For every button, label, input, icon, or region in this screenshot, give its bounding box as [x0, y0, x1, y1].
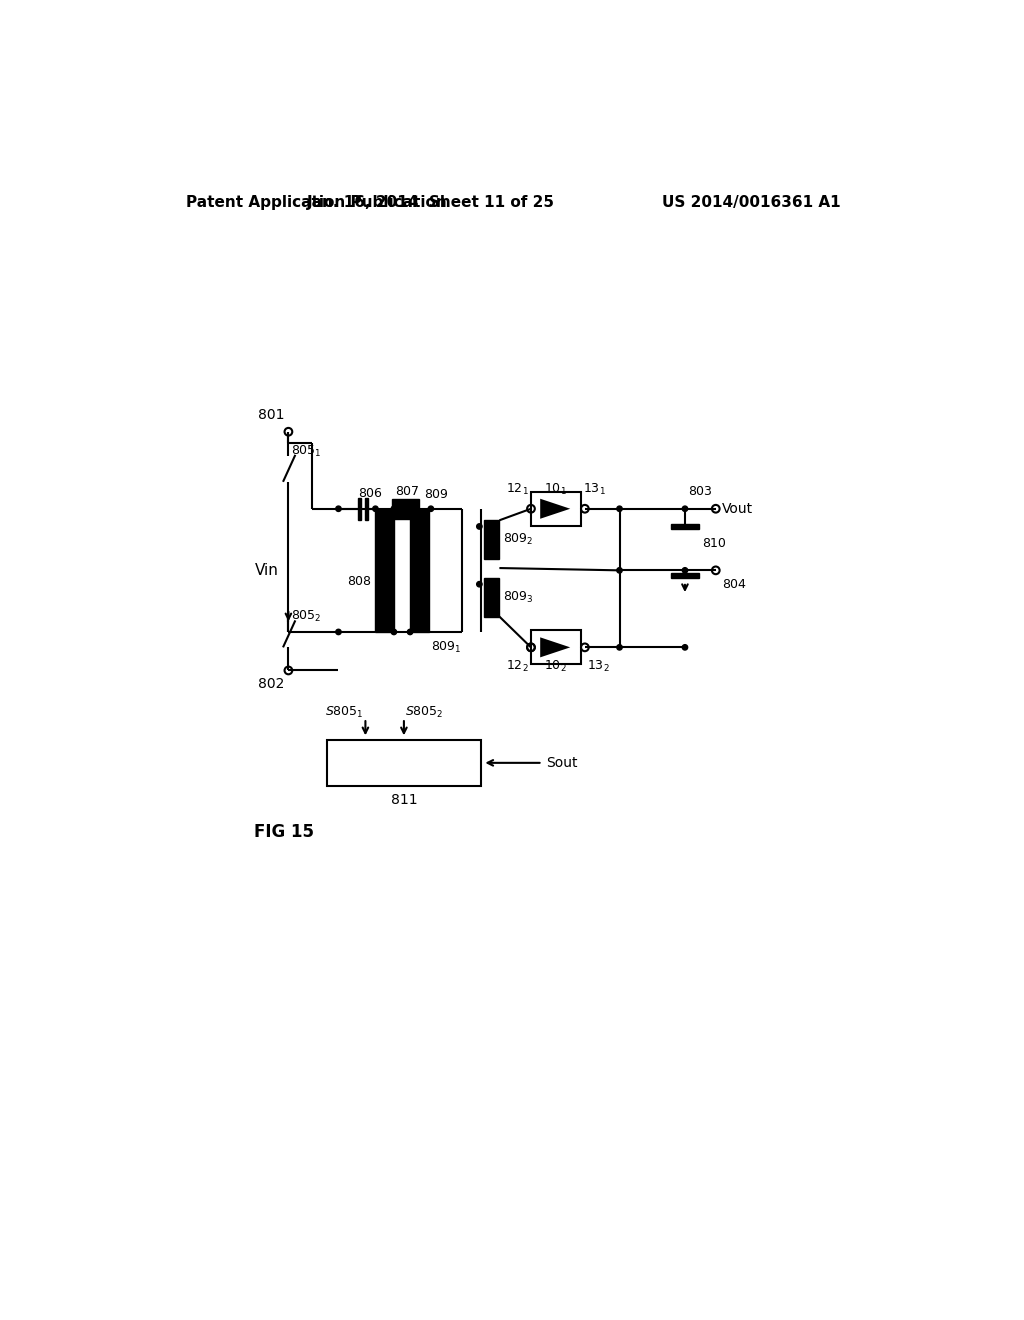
Bar: [357, 498, 360, 520]
Text: Patent Application Publication: Patent Application Publication: [186, 195, 446, 210]
Circle shape: [616, 644, 623, 649]
Circle shape: [682, 506, 688, 511]
Circle shape: [408, 630, 413, 635]
Text: Vin: Vin: [255, 562, 280, 578]
Text: 811: 811: [390, 793, 417, 807]
Text: US 2014/0016361 A1: US 2014/0016361 A1: [662, 195, 841, 210]
Text: 808: 808: [347, 576, 372, 589]
Text: $805_1$: $805_1$: [292, 444, 323, 458]
Circle shape: [428, 506, 433, 511]
Text: $13_2$: $13_2$: [587, 659, 610, 675]
Circle shape: [373, 506, 378, 511]
Circle shape: [477, 524, 482, 529]
Circle shape: [616, 506, 623, 511]
Bar: [484, 578, 500, 616]
Polygon shape: [541, 638, 570, 657]
Text: 806: 806: [358, 487, 382, 500]
Text: $809_1$: $809_1$: [431, 640, 462, 655]
Text: 804: 804: [722, 578, 745, 591]
Bar: [531, 492, 581, 525]
Bar: [376, 508, 394, 632]
Text: FIG 15: FIG 15: [254, 824, 313, 841]
Text: $S805_1$: $S805_1$: [326, 705, 364, 721]
Bar: [327, 739, 481, 785]
Text: 807: 807: [394, 486, 419, 499]
Circle shape: [336, 630, 341, 635]
Bar: [392, 499, 419, 519]
Text: 802: 802: [258, 677, 285, 692]
Polygon shape: [541, 499, 570, 519]
Text: Jan. 16, 2014  Sheet 11 of 25: Jan. 16, 2014 Sheet 11 of 25: [307, 195, 555, 210]
Text: $809_2$: $809_2$: [503, 532, 534, 546]
Text: $13_1$: $13_1$: [584, 482, 606, 498]
Text: 810: 810: [701, 537, 726, 550]
Text: 803: 803: [688, 486, 712, 499]
Bar: [671, 524, 698, 529]
Circle shape: [408, 506, 413, 511]
Circle shape: [682, 644, 688, 649]
Text: 809: 809: [424, 488, 447, 502]
Text: $805_2$: $805_2$: [292, 609, 323, 624]
Text: $10_2$: $10_2$: [545, 659, 567, 675]
Bar: [365, 498, 368, 520]
Bar: [671, 573, 698, 578]
Circle shape: [682, 568, 688, 573]
Text: $809_3$: $809_3$: [503, 590, 535, 605]
Circle shape: [336, 506, 341, 511]
Text: Sout: Sout: [547, 756, 578, 770]
Text: Vout: Vout: [722, 502, 753, 516]
Text: $S805_2$: $S805_2$: [406, 705, 444, 721]
Text: $10_1$: $10_1$: [544, 482, 567, 498]
Text: $12_1$: $12_1$: [506, 482, 528, 498]
Bar: [531, 631, 581, 664]
Text: $12_2$: $12_2$: [506, 659, 528, 675]
Circle shape: [616, 568, 623, 573]
Circle shape: [391, 506, 396, 511]
Bar: [484, 520, 500, 558]
Bar: [410, 508, 429, 632]
Circle shape: [391, 630, 396, 635]
Text: 801: 801: [258, 408, 285, 422]
Circle shape: [477, 582, 482, 587]
